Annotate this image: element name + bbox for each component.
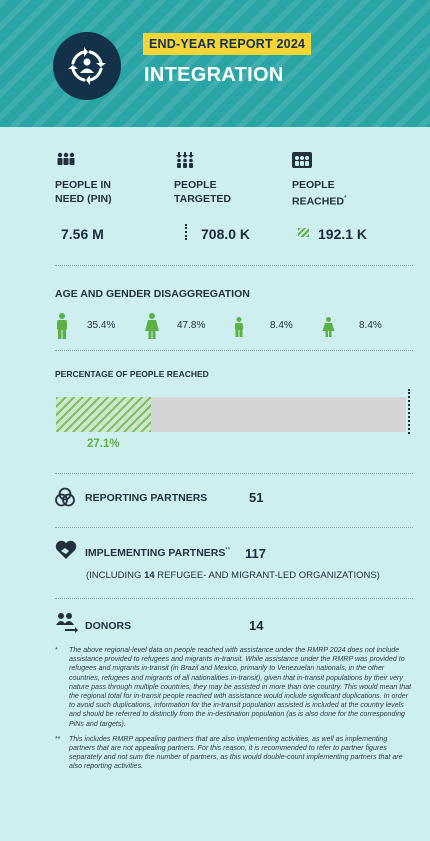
- pin-value: 7.56 M: [61, 226, 104, 242]
- including-suffix: REFUGEE- AND MIGRANT-LED ORGANIZATIONS): [154, 570, 380, 581]
- reached-title: PERCENTAGE OF PEOPLE REACHED: [55, 369, 209, 379]
- divider: [55, 598, 413, 599]
- target-marker: [408, 389, 410, 434]
- donors-label: DONORS: [85, 620, 132, 632]
- footnote-mark: *: [343, 195, 347, 202]
- footnote: * The above regional-level data on peopl…: [55, 646, 415, 729]
- including-prefix: (INCLUDING: [86, 570, 145, 581]
- header-banner: END-YEAR REPORT 2024 INTEGRATION: [0, 0, 430, 127]
- reached-percentage: 27.1%: [87, 438, 120, 450]
- handshake-heart-icon: [55, 540, 77, 565]
- stat-label-line1: PEOPLE: [292, 179, 335, 191]
- people-group-icon: [55, 152, 165, 170]
- implementing-partners-value: 117: [245, 546, 266, 561]
- donors-value: 14: [249, 618, 264, 633]
- divider: [55, 473, 413, 474]
- divider: [55, 265, 413, 266]
- reporting-partners-icon: [55, 487, 75, 512]
- stat-label-line1: PEOPLE IN: [55, 179, 112, 191]
- stat-label-text: REACHED: [292, 195, 344, 208]
- pct-child-female: 8.4%: [359, 320, 382, 331]
- dotted-marker-icon: [185, 224, 187, 240]
- child-male-icon: [233, 317, 245, 342]
- footnote-mark: **: [55, 734, 61, 743]
- people-targeted-icon: [174, 152, 284, 170]
- stat-label-line2: REACHED*: [292, 192, 402, 209]
- including-organizations-note: (INCLUDING 14 REFUGEE- AND MIGRANT-LED O…: [86, 570, 380, 581]
- footnotes: * The above regional-level data on peopl…: [55, 646, 415, 778]
- report-badge: END-YEAR REPORT 2024: [143, 33, 312, 55]
- reporting-partners-label: REPORTING PARTNERS: [85, 492, 208, 504]
- pct-adult-female: 47.8%: [177, 320, 206, 331]
- divider: [55, 350, 413, 351]
- stat-label-line2: TARGETED: [174, 193, 231, 205]
- stat-label-line2: NEED (PIN): [55, 193, 112, 205]
- hatched-swatch-icon: [298, 228, 309, 237]
- pct-child-male: 8.4%: [270, 320, 293, 331]
- people-reached-icon: [292, 152, 402, 170]
- footnote-text: This includes RMRP appealing partners th…: [69, 734, 403, 771]
- adult-male-icon: [55, 313, 69, 344]
- implementing-partners-text: IMPLEMENTING PARTNERS: [85, 547, 226, 559]
- targeted-value: 708.0 K: [201, 226, 251, 242]
- stat-pin: PEOPLE IN NEED (PIN): [55, 152, 165, 206]
- integration-cycle-icon: [53, 32, 121, 100]
- footnote-mark: *: [55, 646, 58, 654]
- stat-targeted: PEOPLE TARGETED: [174, 152, 284, 206]
- reached-value: 192.1 K: [318, 226, 368, 242]
- reached-progress-fill: [56, 397, 151, 432]
- pct-adult-male: 35.4%: [87, 320, 116, 331]
- page-title: INTEGRATION: [144, 64, 284, 86]
- footnote-text: The above regional-level data on people …: [69, 646, 412, 728]
- stat-reached: PEOPLE REACHED*: [292, 152, 402, 209]
- including-count: 14: [144, 570, 155, 581]
- footnote-mark: **: [225, 547, 231, 554]
- stat-label-line1: PEOPLE: [174, 179, 217, 191]
- implementing-partners-label: IMPLEMENTING PARTNERS**: [85, 547, 230, 559]
- donors-icon: [55, 612, 79, 639]
- age-gender-title: AGE AND GENDER DISAGGREGATION: [55, 288, 250, 300]
- adult-female-icon: [144, 313, 160, 344]
- divider: [55, 527, 413, 528]
- reached-progress-bar: [56, 397, 406, 432]
- reporting-partners-value: 51: [249, 490, 264, 505]
- child-female-icon: [322, 317, 335, 342]
- footnote: ** This includes RMRP appealing partners…: [55, 735, 415, 772]
